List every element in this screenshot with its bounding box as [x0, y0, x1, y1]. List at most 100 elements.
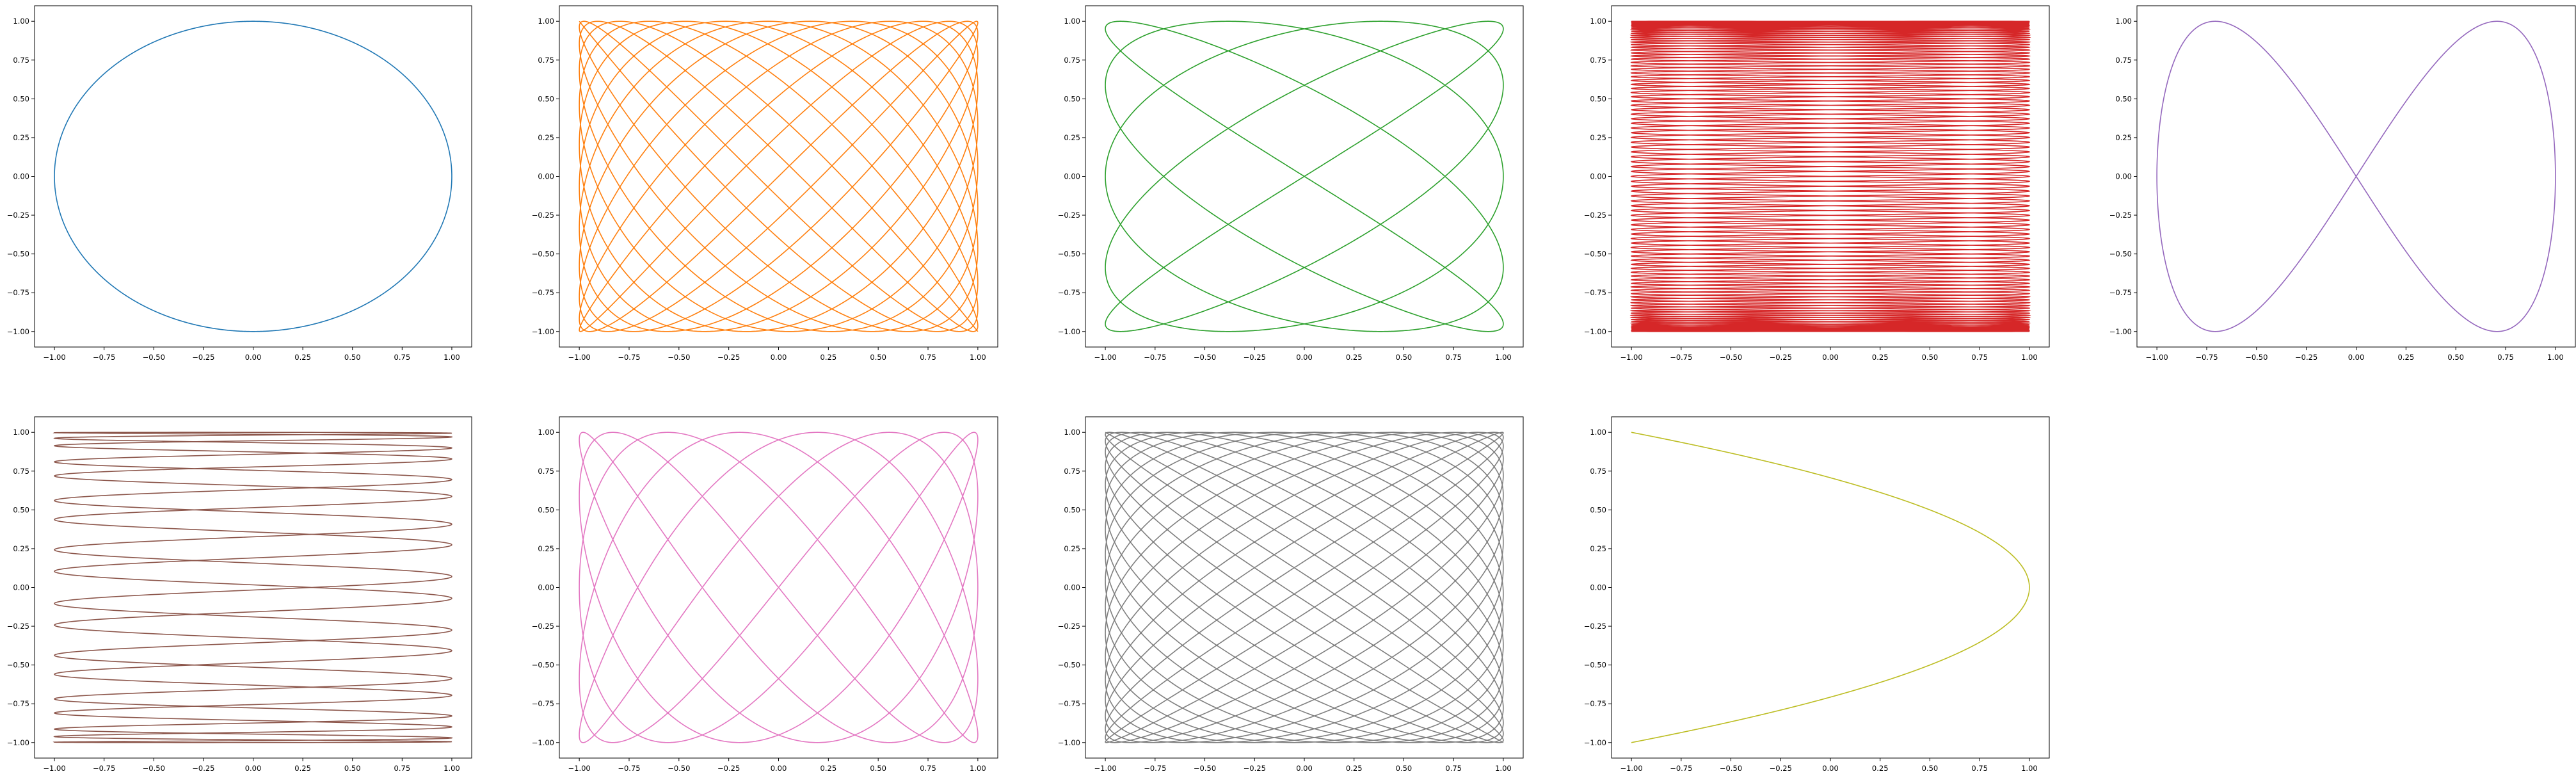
y-tick-label: 0.50	[13, 505, 29, 514]
x-tick-label: 0.75	[920, 764, 936, 773]
x-tick-label: −0.50	[1720, 764, 1742, 773]
y-tick-label: 0.25	[1064, 544, 1080, 553]
x-tick-label: 1.00	[444, 764, 460, 773]
x-tick-label: 1.00	[2547, 353, 2564, 362]
y-tick-label: 0.00	[1064, 583, 1080, 592]
series-line	[1631, 432, 2030, 743]
y-tick-label: 0.25	[2115, 133, 2132, 142]
x-tick-label: −0.25	[1770, 764, 1792, 773]
x-tick-label: −0.75	[1144, 764, 1166, 773]
x-tick-label: 0.00	[245, 764, 262, 773]
x-tick-label: 0.75	[1445, 353, 1462, 362]
x-tick-label: −0.75	[93, 764, 115, 773]
x-tick-label: 1.00	[2021, 353, 2038, 362]
y-tick-label: −0.25	[1058, 622, 1080, 631]
y-tick-label: 0.75	[1590, 56, 1606, 65]
y-tick-label: −1.00	[7, 738, 29, 747]
x-tick-label: 0.00	[771, 764, 787, 773]
x-tick-label: −0.50	[143, 764, 165, 773]
x-tick-label: 0.50	[870, 353, 886, 362]
y-tick-label: −0.75	[1058, 699, 1080, 708]
y-tick-label: 0.75	[1590, 467, 1606, 476]
subplot-2: −1.00 −1.00 −0.75 −0.75 −0.50 −0.50 −0.25 −0.25…	[532, 5, 998, 362]
y-tick-label: 0.00	[538, 583, 554, 592]
y-tick-label: −0.50	[7, 250, 29, 259]
y-tick-label: −1.00	[2109, 327, 2132, 336]
x-tick-label: 0.25	[1872, 353, 1889, 362]
subplot-9: −1.00 −1.00 −0.75 −0.75 −0.50 −0.50 −0.25 −0.25…	[1584, 416, 2050, 773]
x-tick-label: −0.50	[143, 353, 165, 362]
axes-frame	[1611, 416, 2050, 759]
y-tick-label: 0.25	[13, 133, 29, 142]
y-tick-label: −0.25	[1584, 622, 1606, 631]
x-tick-label: 0.50	[344, 353, 361, 362]
y-tick-label: 0.25	[1590, 133, 1606, 142]
series-line	[579, 20, 979, 332]
y-tick-label: 1.00	[2115, 17, 2132, 26]
series-line	[579, 432, 979, 743]
x-tick-label: 0.00	[1822, 764, 1839, 773]
y-tick-label: −0.75	[1584, 699, 1606, 708]
x-tick-label: −0.25	[2295, 353, 2317, 362]
y-tick-label: 0.75	[13, 56, 29, 65]
y-tick-label: −0.25	[1058, 211, 1080, 220]
x-tick-label: 0.25	[820, 764, 837, 773]
x-tick-label: 0.75	[1445, 764, 1462, 773]
y-tick-label: 1.00	[13, 428, 29, 437]
y-tick-label: 0.50	[1590, 505, 1606, 514]
y-tick-label: 1.00	[1064, 17, 1080, 26]
x-tick-label: 1.00	[970, 764, 986, 773]
y-tick-label: −0.50	[1584, 661, 1606, 670]
x-tick-label: −0.50	[668, 764, 690, 773]
series-line	[2156, 20, 2556, 332]
subplot-1: −1.00 −1.00 −0.75 −0.75 −0.50 −0.50 −0.25 −0.25…	[7, 5, 472, 362]
y-tick-label: 1.00	[13, 17, 29, 26]
y-tick-label: 0.75	[2115, 56, 2132, 65]
y-tick-label: 0.25	[13, 544, 29, 553]
y-tick-label: −1.00	[1584, 327, 1606, 336]
y-tick-label: 0.25	[1064, 133, 1080, 142]
x-tick-label: −0.75	[618, 764, 640, 773]
x-tick-label: −0.25	[717, 353, 740, 362]
y-tick-label: 0.50	[1064, 505, 1080, 514]
x-tick-label: 0.50	[1396, 353, 1412, 362]
x-tick-label: 0.75	[1971, 353, 1988, 362]
y-tick-label: 0.50	[1590, 94, 1606, 103]
y-tick-label: −1.00	[1058, 738, 1080, 747]
y-tick-label: 0.25	[538, 544, 554, 553]
subplot-3: −1.00 −1.00 −0.75 −0.75 −0.50 −0.50 −0.25 −0.25…	[1058, 5, 1524, 362]
x-tick-label: 0.00	[1296, 353, 1313, 362]
x-tick-label: 0.50	[1396, 764, 1412, 773]
y-tick-label: −0.75	[1584, 288, 1606, 297]
x-tick-label: −0.25	[1244, 353, 1266, 362]
y-tick-label: 0.75	[538, 467, 554, 476]
y-tick-label: 0.00	[2115, 172, 2132, 181]
series-line	[1105, 432, 1504, 743]
y-tick-label: −0.50	[2109, 250, 2132, 259]
x-tick-label: 1.00	[970, 353, 986, 362]
y-tick-label: −0.50	[1058, 661, 1080, 670]
x-tick-label: −0.50	[668, 353, 690, 362]
x-tick-label: −0.25	[192, 353, 214, 362]
x-tick-label: −1.00	[1094, 353, 1116, 362]
x-tick-label: 0.50	[1922, 353, 1939, 362]
y-tick-label: −1.00	[1584, 738, 1606, 747]
x-tick-label: −0.25	[192, 764, 214, 773]
x-tick-label: −1.00	[1620, 764, 1642, 773]
y-tick-label: 0.50	[1064, 94, 1080, 103]
x-tick-label: −0.50	[1194, 353, 1216, 362]
series-line	[54, 20, 452, 332]
x-tick-label: −1.00	[1094, 764, 1116, 773]
x-tick-label: 0.00	[1296, 764, 1313, 773]
subplot-7: −1.00 −1.00 −0.75 −0.75 −0.50 −0.50 −0.25 −0.25…	[532, 416, 998, 773]
x-tick-label: 0.25	[294, 353, 311, 362]
y-tick-label: 0.00	[13, 172, 29, 181]
y-tick-label: −1.00	[1058, 327, 1080, 336]
x-tick-label: −0.75	[2195, 353, 2218, 362]
x-tick-label: −1.00	[2146, 353, 2168, 362]
x-tick-label: 1.00	[1495, 353, 1512, 362]
subplot-8: −1.00 −1.00 −0.75 −0.75 −0.50 −0.50 −0.25 −0.25…	[1058, 416, 1524, 773]
x-tick-label: 0.00	[245, 353, 262, 362]
x-tick-label: 0.25	[1346, 764, 1363, 773]
